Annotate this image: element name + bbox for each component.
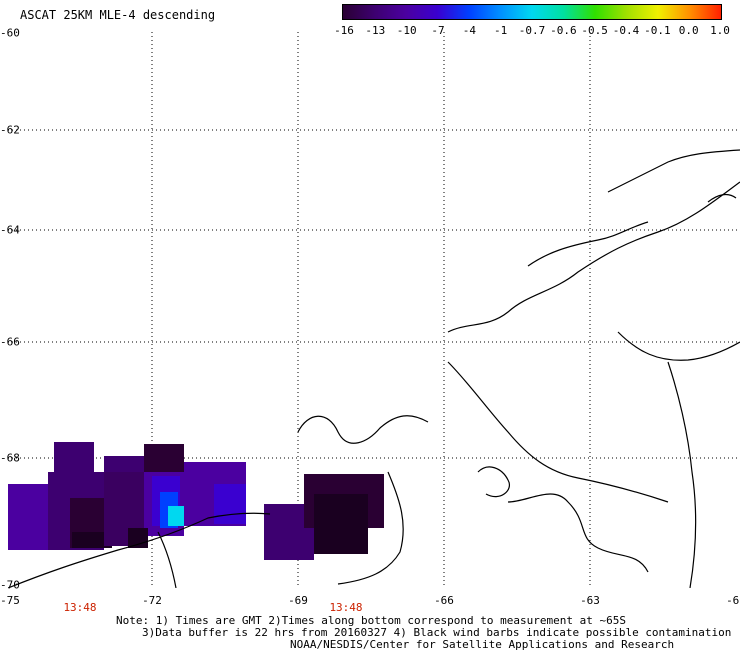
x-tick-label: -69 (288, 594, 308, 607)
note-line-1: Note: 1) Times are GMT 2)Times along bot… (116, 614, 626, 627)
grid-lines (8, 32, 740, 588)
y-tick-label: -60 (0, 26, 20, 40)
colorbar-label: -4 (462, 24, 476, 37)
y-tick-label: -64 (0, 223, 20, 237)
wind-swath-left (8, 442, 246, 550)
x-tick-label: -60 (726, 594, 740, 607)
y-tick-label: -66 (0, 335, 20, 349)
y-tick-label: -68 (0, 451, 20, 465)
note-line-2: 3)Data buffer is 22 hrs from 20160327 4)… (142, 626, 732, 639)
map-title: ASCAT 25KM MLE-4 descending (20, 8, 216, 22)
colorbar (342, 4, 722, 20)
colorbar-label: 0.0 (678, 24, 699, 37)
x-tick-label: -66 (434, 594, 454, 607)
y-tick-label: -62 (0, 123, 20, 137)
colorbar-label: -16 (334, 24, 354, 37)
colorbar-label: -0.5 (581, 24, 608, 37)
colorbar-label: -0.7 (518, 24, 546, 37)
colorbar-label: -0.4 (612, 24, 640, 37)
colorbar-label: -7 (431, 24, 445, 37)
note-line-3: NOAA/NESDIS/Center for Satellite Applica… (290, 638, 675, 651)
map-canvas (8, 32, 740, 588)
colorbar-label: -0.6 (550, 24, 577, 37)
time-label-1: 13:48 (63, 601, 97, 614)
x-tick-label: -75 (0, 594, 20, 607)
colorbar-label: -10 (396, 24, 417, 37)
colorbar-label: -13 (365, 24, 386, 37)
coastlines (8, 149, 740, 588)
y-tick-label: -70 (0, 578, 20, 592)
x-tick-label: -63 (580, 594, 600, 607)
colorbar-label: -1 (494, 24, 508, 37)
x-tick-label: -72 (142, 594, 162, 607)
time-label-2: 13:48 (329, 601, 363, 614)
colorbar-label: 1.0 (710, 24, 730, 37)
map-frame (8, 32, 740, 588)
wind-swath-right (264, 474, 384, 560)
colorbar-label: -0.1 (644, 24, 671, 37)
